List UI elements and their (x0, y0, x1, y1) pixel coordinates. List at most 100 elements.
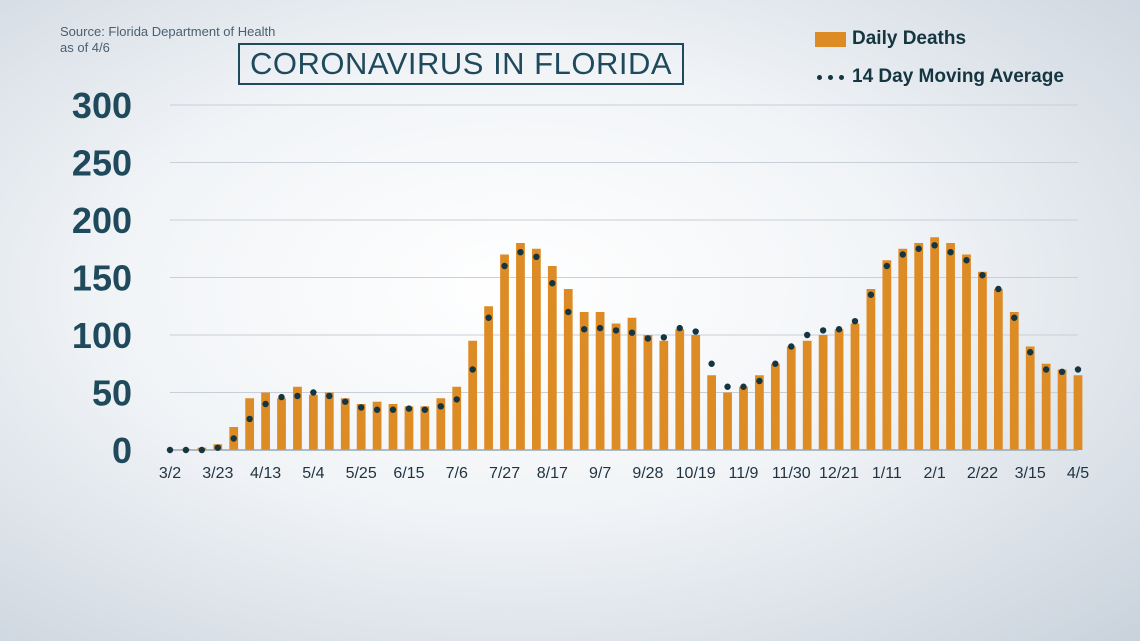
daily-death-bar (866, 289, 876, 450)
daily-death-bar (452, 386, 462, 450)
daily-death-bar (356, 404, 366, 450)
daily-death-bar (834, 329, 844, 450)
bar-swatch-icon (815, 31, 846, 47)
moving-average-point (1011, 314, 1018, 321)
daily-death-bar (468, 340, 478, 450)
moving-average-point (342, 398, 349, 405)
x-tick-label: 7/6 (446, 465, 468, 482)
x-tick-label: 9/7 (589, 465, 611, 482)
daily-death-bar (1025, 346, 1035, 450)
moving-average-point (724, 383, 731, 390)
moving-average-point (166, 446, 174, 454)
moving-average-point (453, 396, 460, 403)
x-tick-label: 2/1 (924, 465, 946, 482)
daily-death-bar (532, 248, 541, 450)
daily-death-bar (850, 323, 860, 450)
x-tick-label: 5/25 (346, 465, 377, 482)
daily-death-bar (898, 248, 908, 450)
moving-average-point (1027, 349, 1034, 356)
daily-death-bar (1057, 369, 1067, 450)
y-tick-label: 50 (92, 373, 132, 414)
daily-death-bar (1041, 363, 1051, 450)
moving-average-point (660, 334, 668, 341)
moving-average-point (580, 326, 588, 333)
source-line: Source: Florida Department of Health (60, 24, 276, 39)
moving-average-point (915, 245, 922, 252)
daily-death-bar (802, 340, 812, 450)
y-tick-label: 250 (72, 143, 132, 184)
daily-death-bar (786, 346, 796, 450)
moving-average-point (979, 272, 986, 279)
moving-average-point (198, 446, 206, 454)
moving-average-point (230, 435, 237, 442)
moving-average-point (294, 392, 301, 400)
moving-average-point (262, 400, 269, 408)
daily-death-bar (261, 392, 270, 450)
date-line: as of 4/6 (60, 40, 110, 55)
daily-death-bar (946, 243, 955, 450)
x-tick-label: 10/19 (676, 465, 716, 482)
chart-title: CORONAVIRUS IN FLORIDA (249, 46, 673, 81)
daily-death-bar (993, 289, 1003, 450)
daily-death-bar (611, 323, 621, 450)
moving-average-point (995, 285, 1002, 293)
daily-death-bar (277, 398, 286, 450)
moving-average-point (644, 335, 652, 342)
moving-average-point (835, 326, 843, 333)
legend-label-daily-deaths: Daily Deaths (852, 28, 967, 49)
grid-lines (170, 104, 1078, 393)
y-tick-label: 0 (112, 430, 132, 471)
source-note: Source: Florida Department of Health as … (60, 24, 275, 56)
moving-average-point (947, 249, 954, 256)
moving-average-point (405, 405, 413, 412)
moving-average-point (310, 389, 317, 396)
moving-average-point (1074, 366, 1082, 373)
moving-average-point (421, 406, 429, 413)
moving-average-point (596, 324, 604, 332)
daily-death-bar (659, 340, 669, 450)
y-tick-label: 300 (72, 85, 132, 126)
x-tick-label: 3/15 (1015, 465, 1046, 482)
moving-average-point (867, 291, 875, 298)
moving-average-point (803, 331, 811, 339)
moving-average-point (278, 393, 285, 401)
moving-average-point (565, 308, 572, 316)
moving-average-point (1042, 366, 1050, 373)
x-tick-label: 2/22 (967, 465, 998, 482)
daily-death-bar (978, 271, 987, 450)
daily-death-bar (245, 398, 255, 450)
daily-death-bar (500, 254, 509, 450)
moving-average-point (373, 406, 381, 413)
moving-average-point (883, 262, 891, 270)
x-tick-label: 9/28 (632, 465, 663, 482)
daily-death-bar (930, 237, 940, 450)
moving-average-point (357, 404, 365, 411)
x-axis-ticks: 3/2 3/23 4/13 5/4 5/25 6/15 7/6 7/27 8/17 9/7 9/28… (159, 465, 1089, 482)
daily-death-bar (1009, 312, 1019, 450)
daily-death-bar (882, 260, 892, 450)
y-tick-label: 150 (72, 258, 132, 299)
daily-death-bar (595, 312, 605, 450)
moving-average-point (389, 406, 397, 413)
x-tick-label: 5/4 (302, 465, 324, 482)
y-tick-label: 100 (72, 315, 132, 356)
moving-average-point (246, 415, 253, 423)
moving-average-point (469, 366, 476, 373)
daily-death-bar (914, 243, 924, 450)
moving-average-point (676, 324, 683, 332)
x-tick-label: 7/27 (489, 465, 520, 482)
x-tick-label: 6/15 (393, 465, 424, 482)
daily-death-bar (1073, 375, 1083, 450)
daily-death-bar (691, 335, 701, 450)
moving-average-point (756, 377, 763, 385)
moving-average-point (549, 280, 556, 287)
x-tick-label: 4/13 (250, 465, 281, 482)
legend-item-moving-average: 14 Day Moving Average (815, 66, 1064, 88)
y-axis-ticks: 0 50 100 150 200 250 300 (72, 85, 132, 471)
x-tick-label: 4/5 (1067, 465, 1089, 482)
legend: Daily Deaths 14 Day Moving Average (815, 28, 1064, 104)
daily-death-bar (739, 386, 748, 450)
moving-average-point (501, 262, 508, 270)
daily-death-bar (516, 243, 525, 450)
